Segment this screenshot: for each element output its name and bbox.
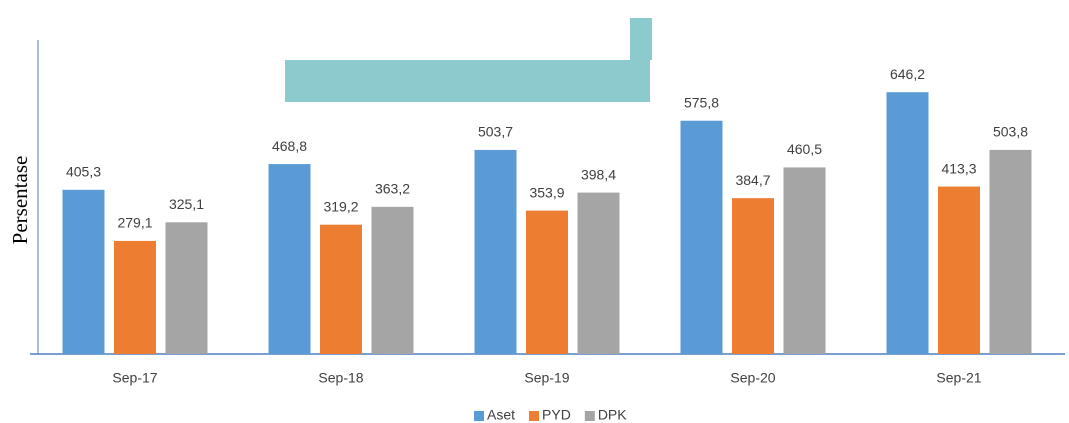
value-label: 413,3 <box>941 160 976 176</box>
legend-swatch <box>474 411 484 421</box>
bar <box>732 198 774 354</box>
bar <box>62 189 105 354</box>
legend-swatch <box>529 411 540 421</box>
bar <box>114 240 156 354</box>
value-label: 363,2 <box>375 181 410 197</box>
x-tick-label: Sep-18 <box>318 370 363 386</box>
value-label: 384,7 <box>735 172 770 188</box>
value-label: 460,5 <box>787 141 822 157</box>
value-label: 279,1 <box>117 215 152 231</box>
value-label: 646,2 <box>890 66 925 82</box>
watermark <box>285 60 650 102</box>
x-tick-label: Sep-20 <box>730 370 775 386</box>
watermark <box>630 18 652 60</box>
legend-label: DPK <box>598 407 627 423</box>
x-tick-label: Sep-19 <box>524 370 569 386</box>
value-label: 503,7 <box>478 124 513 140</box>
value-label: 319,2 <box>323 198 358 214</box>
value-label: 575,8 <box>684 94 719 110</box>
bar <box>783 167 826 354</box>
x-tick-label: Sep-17 <box>112 370 157 386</box>
x-tick-label: Sep-21 <box>936 370 981 386</box>
bar <box>268 164 311 354</box>
bar <box>886 92 929 355</box>
bar <box>474 149 517 354</box>
bar <box>989 149 1032 354</box>
bar <box>165 222 208 354</box>
value-label: 353,9 <box>529 184 564 200</box>
bar <box>320 224 362 354</box>
bar <box>526 210 568 354</box>
value-label: 503,8 <box>993 124 1028 140</box>
legend-label: Aset <box>487 407 515 423</box>
bar <box>577 192 620 354</box>
value-label: 398,4 <box>581 166 616 182</box>
legend-label: PYD <box>542 407 571 423</box>
bar <box>938 186 980 354</box>
y-axis-label: Persentase <box>8 156 32 245</box>
value-label: 325,1 <box>169 196 204 212</box>
value-label: 405,3 <box>66 164 101 180</box>
bar <box>371 206 414 354</box>
value-label: 468,8 <box>272 138 307 154</box>
legend-swatch <box>584 411 595 421</box>
bar <box>680 120 723 355</box>
